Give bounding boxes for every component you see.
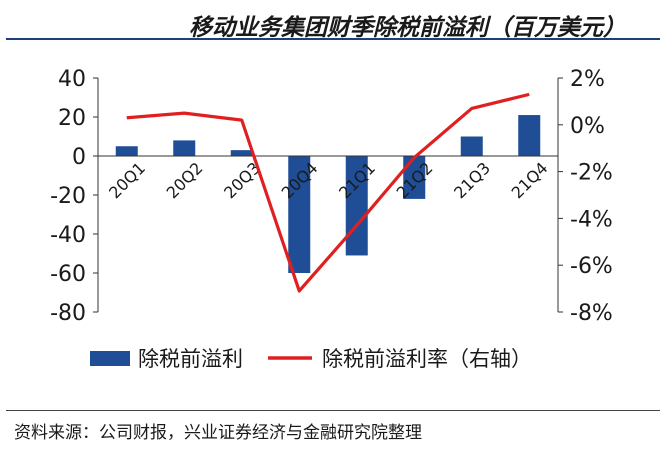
x-tick-label: 20Q1: [105, 158, 149, 202]
y2-tick-label: -6%: [570, 254, 613, 279]
footer-divider: [6, 410, 660, 411]
y2-tick-label: -4%: [570, 207, 613, 232]
bar: [230, 150, 253, 156]
bar: [518, 115, 541, 156]
y-tick-label: 0: [72, 145, 86, 170]
y-tick-label: 40: [58, 67, 86, 92]
y-tick-label: -80: [50, 301, 86, 326]
bar: [173, 140, 196, 156]
bar: [403, 156, 426, 199]
legend-swatch-bar: [90, 351, 130, 366]
y2-tick-label: 0%: [570, 114, 605, 139]
legend-label-line: 除税前溢利率（右轴）: [322, 347, 532, 371]
x-tick-label: 20Q2: [163, 158, 207, 202]
x-tick-label: 21Q4: [508, 158, 552, 202]
bar: [460, 136, 483, 156]
y-tick-label: -40: [50, 223, 86, 248]
chart-title: 移动业务集团财季除税前溢利（百万美元）: [189, 15, 626, 41]
chart-title-bar: 移动业务集团财季除税前溢利（百万美元）: [6, 6, 660, 41]
x-tick-label: 21Q3: [450, 158, 494, 202]
legend-label-bar: 除税前溢利: [138, 347, 243, 371]
y2-tick-label: -2%: [570, 161, 613, 186]
bar: [115, 146, 138, 156]
y2-tick-label: -8%: [570, 301, 613, 326]
y-tick-label: -60: [50, 262, 86, 287]
source-note: 资料来源：公司财报，兴业证券经济与金融研究院整理: [14, 423, 422, 443]
bar: [288, 156, 311, 273]
y-tick-label: 20: [58, 106, 86, 131]
line-series: [126, 92, 530, 293]
y-tick-label: -20: [50, 184, 86, 209]
y2-tick-label: 2%: [570, 67, 605, 92]
